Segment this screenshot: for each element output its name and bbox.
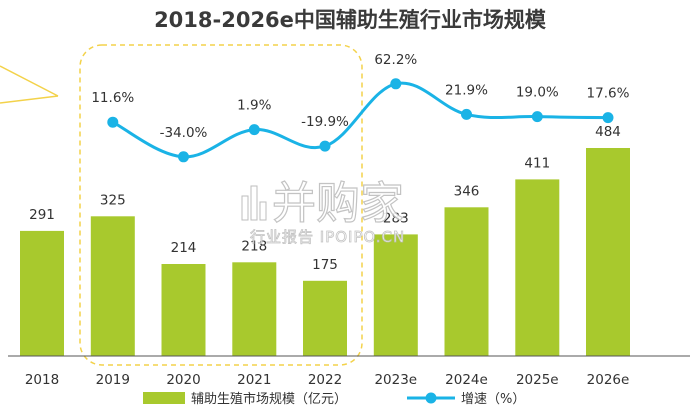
bar-2023e: [373, 234, 418, 356]
growth-point-2021: [248, 124, 260, 136]
bar-2018: [20, 230, 64, 356]
bar-2024e: [444, 207, 489, 356]
bar-2020: [161, 264, 206, 356]
bar-label-2018: 291: [29, 207, 55, 223]
x-axis-ticks: 2018 2019 2020 2021 2022 2023e 2024e 2025e 2026e: [25, 372, 630, 388]
watermark: 并购家 行业报告 IPOIPO.CN: [241, 177, 405, 246]
bars-group: [20, 148, 630, 356]
growth-label-2024e: 21.9%: [445, 82, 488, 98]
growth-point-2025e: [531, 111, 543, 123]
growth-label-2021: 1.9%: [237, 98, 271, 114]
legend-line-label: 增速（%）: [461, 392, 525, 407]
chart-title: 2018-2026e中国辅助生殖行业市场规模: [154, 8, 547, 32]
legend-bar-label: 辅助生殖市场规模（亿元）: [191, 391, 347, 407]
bar-label-2024e: 346: [454, 183, 480, 199]
x-tick-2026e: 2026e: [587, 372, 630, 388]
legend: 辅助生殖市场规模（亿元） 增速（%）: [143, 391, 525, 407]
growth-point-2024e: [461, 108, 472, 120]
bar-label-2022: 175: [312, 257, 338, 273]
bar-2025e: [515, 179, 560, 356]
growth-point-2022: [319, 140, 331, 152]
growth-point-2026e: [602, 112, 614, 124]
growth-label-2025e: 19.0%: [516, 85, 559, 101]
growth-line-group: [112, 81, 609, 159]
x-tick-2020: 2020: [166, 372, 200, 388]
legend-bar-swatch: [143, 392, 185, 404]
growth-points-group: [107, 78, 614, 163]
bar-2019: [90, 216, 135, 356]
x-tick-2018: 2018: [25, 372, 59, 388]
growth-label-2023e: 62.2%: [374, 52, 417, 68]
growth-point-2020: [178, 151, 189, 163]
bar-label-2019: 325: [100, 192, 126, 208]
highlight-box: [79, 44, 363, 366]
growth-labels-group: 11.6% -34.0% 1.9% -19.9% 62.2% 21.9% 19.0% 17.6…: [91, 52, 629, 141]
growth-label-2022: -19.9%: [301, 114, 349, 130]
callout-shape: [0, 65, 59, 104]
x-tick-2024e: 2024e: [445, 372, 488, 388]
watermark-sub: 行业报告 IPOIPO.CN: [250, 228, 405, 246]
growth-label-2026e: 17.6%: [587, 86, 630, 102]
bar-label-2021: 218: [241, 238, 267, 254]
growth-label-2019: 11.6%: [91, 90, 134, 106]
growth-label-2020: -34.0%: [160, 125, 208, 141]
legend-line-marker: [425, 392, 437, 404]
bar-2026e: [586, 148, 630, 356]
watermark-main: 并购家: [272, 178, 404, 229]
bar-label-2026e: 484: [595, 124, 621, 140]
bar-label-2020: 214: [171, 240, 197, 256]
watermark-logo-icon: [241, 185, 267, 221]
x-tick-2023e: 2023e: [374, 372, 417, 388]
bar-labels-group: 291 325 214 218 175 283 346 411 484: [29, 124, 621, 273]
growth-point-2019: [107, 116, 119, 128]
x-tick-2025e: 2025e: [516, 372, 559, 388]
growth-line: [112, 81, 609, 159]
bar-label-2023e: 283: [383, 210, 409, 226]
x-tick-2021: 2021: [237, 372, 271, 388]
x-tick-2019: 2019: [96, 372, 130, 388]
bar-2021: [232, 262, 277, 356]
bar-2022: [303, 280, 347, 356]
bar-label-2025e: 411: [524, 155, 550, 171]
x-tick-2022: 2022: [308, 372, 342, 388]
growth-point-2023e: [390, 78, 402, 90]
